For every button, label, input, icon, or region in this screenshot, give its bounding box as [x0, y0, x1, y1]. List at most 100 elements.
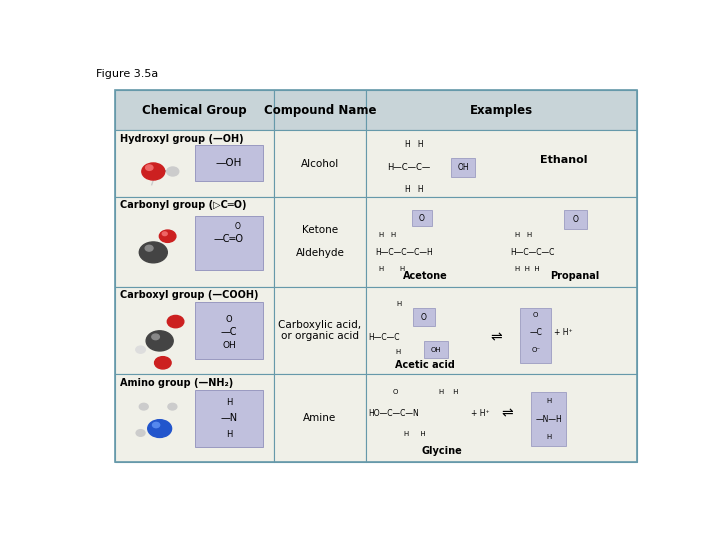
Bar: [115, 374, 274, 462]
Text: H    H: H H: [438, 389, 459, 395]
Text: ⇌: ⇌: [501, 407, 513, 421]
Circle shape: [155, 356, 171, 369]
Bar: [366, 90, 637, 130]
Bar: [274, 130, 366, 197]
Text: Chemical Group: Chemical Group: [143, 104, 247, 117]
Text: Ketone

Aldehyde: Ketone Aldehyde: [295, 225, 344, 258]
Bar: [451, 158, 475, 177]
Text: H: H: [546, 434, 552, 440]
Circle shape: [145, 245, 153, 251]
Bar: [366, 374, 637, 462]
Text: O: O: [421, 313, 427, 322]
Circle shape: [136, 430, 145, 436]
Text: H—C—C—C—H: H—C—C—C—H: [375, 248, 433, 257]
Text: Alcohol: Alcohol: [301, 159, 339, 168]
Text: H  H  H: H H H: [515, 266, 539, 273]
Text: —OH: —OH: [216, 158, 242, 168]
Circle shape: [142, 163, 165, 180]
Bar: [366, 287, 637, 374]
Text: —N: —N: [220, 414, 238, 423]
Circle shape: [166, 167, 179, 176]
Bar: [564, 210, 587, 229]
Text: O⁻: O⁻: [531, 347, 540, 353]
Circle shape: [148, 420, 171, 437]
Circle shape: [136, 346, 145, 353]
Text: OH: OH: [431, 347, 441, 353]
Text: Glycine: Glycine: [421, 447, 462, 456]
Text: —N—H: —N—H: [535, 415, 562, 424]
Circle shape: [168, 403, 177, 410]
Text: ⇌: ⇌: [490, 330, 502, 345]
Bar: [115, 90, 637, 462]
Text: Examples: Examples: [469, 104, 533, 117]
Bar: [194, 145, 263, 181]
Text: OH: OH: [457, 163, 469, 172]
Text: H   H: H H: [405, 140, 423, 149]
Circle shape: [152, 334, 159, 340]
Bar: [274, 374, 366, 462]
Text: H   H: H H: [515, 232, 532, 238]
Bar: [115, 90, 274, 130]
Bar: [194, 302, 263, 359]
Text: Compound Name: Compound Name: [264, 104, 376, 117]
Bar: [520, 308, 552, 363]
Bar: [366, 130, 637, 197]
Text: Ethanol: Ethanol: [540, 155, 588, 165]
Text: —C: —C: [220, 327, 237, 337]
Circle shape: [153, 422, 160, 428]
Circle shape: [139, 242, 167, 263]
Text: H: H: [395, 349, 401, 355]
Bar: [531, 392, 567, 446]
Text: H     H: H H: [403, 431, 426, 437]
Bar: [194, 217, 263, 271]
Text: Carboxyl group (—COOH): Carboxyl group (—COOH): [120, 290, 258, 300]
Circle shape: [139, 403, 148, 410]
Circle shape: [162, 232, 167, 235]
Circle shape: [159, 230, 176, 242]
Text: O: O: [225, 315, 232, 324]
Text: OH: OH: [222, 341, 235, 349]
Text: H   H: H H: [405, 185, 423, 194]
Text: Carboxylic acid,
or organic acid: Carboxylic acid, or organic acid: [279, 320, 361, 341]
Text: Hydroxyl group (—OH): Hydroxyl group (—OH): [120, 134, 243, 144]
Circle shape: [167, 315, 184, 328]
Bar: [274, 197, 366, 287]
Text: H—C—C: H—C—C: [368, 333, 400, 342]
Text: H: H: [546, 397, 552, 403]
Circle shape: [146, 331, 174, 351]
Text: Figure 3.5a: Figure 3.5a: [96, 69, 158, 79]
Bar: [424, 341, 449, 359]
Text: + H⁺: + H⁺: [554, 328, 572, 336]
Bar: [274, 90, 366, 130]
Text: HO—C—C—N: HO—C—C—N: [368, 409, 419, 418]
Bar: [274, 287, 366, 374]
Text: Propanal: Propanal: [550, 271, 599, 281]
Text: Amino group (—NH₂): Amino group (—NH₂): [120, 377, 233, 388]
Bar: [412, 210, 432, 226]
Text: Acetone: Acetone: [403, 271, 448, 281]
Text: + H⁺: + H⁺: [472, 409, 490, 418]
Text: O: O: [234, 221, 240, 231]
Text: Acetic acid: Acetic acid: [395, 360, 455, 370]
Text: H: H: [225, 398, 232, 407]
Text: H—C—C—: H—C—C—: [387, 163, 431, 172]
Text: Amine: Amine: [303, 413, 336, 423]
Text: —C═O: —C═O: [214, 234, 244, 244]
Text: O: O: [419, 214, 425, 222]
Bar: [115, 130, 274, 197]
Text: H: H: [225, 430, 232, 439]
Text: H—C—C—C: H—C—C—C: [510, 248, 555, 257]
Text: O: O: [572, 215, 578, 224]
Bar: [194, 390, 263, 447]
Text: O: O: [392, 389, 398, 395]
Bar: [115, 287, 274, 374]
Circle shape: [145, 165, 153, 171]
Bar: [115, 197, 274, 287]
Text: H   H: H H: [379, 232, 396, 238]
Text: H: H: [397, 301, 402, 307]
Bar: [366, 197, 637, 287]
Text: Carbonyl group (▷C═O): Carbonyl group (▷C═O): [120, 200, 246, 210]
Bar: [413, 308, 435, 326]
Text: —C: —C: [529, 328, 542, 336]
Text: O: O: [533, 312, 539, 318]
